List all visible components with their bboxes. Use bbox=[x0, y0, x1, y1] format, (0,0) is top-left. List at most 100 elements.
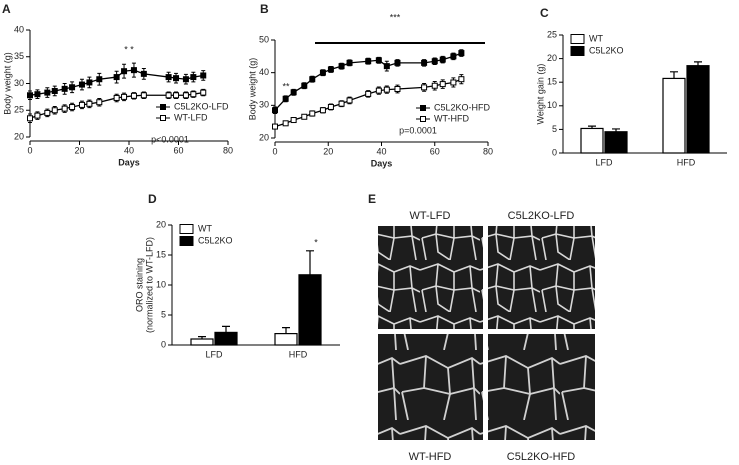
legend-swatch bbox=[570, 46, 585, 56]
legend-swatch bbox=[179, 236, 194, 246]
y-axis-label: Weight gain (g) bbox=[535, 64, 545, 125]
data-point bbox=[69, 84, 76, 91]
data-point bbox=[282, 120, 289, 127]
x-tick-label: 20 bbox=[323, 146, 333, 156]
legend-marker bbox=[160, 104, 166, 110]
micrograph bbox=[488, 334, 595, 440]
panel-letter: E bbox=[368, 192, 376, 206]
data-point bbox=[282, 95, 289, 102]
y-tick-label: 30 bbox=[14, 78, 24, 88]
legend-label: C5L2KO bbox=[589, 45, 624, 55]
annotation: * bbox=[314, 237, 318, 247]
error-bar bbox=[670, 71, 678, 79]
data-point bbox=[61, 105, 68, 112]
y-axis-label: Body weight (g) bbox=[2, 52, 12, 115]
micrograph-label: C5L2KO-HFD bbox=[507, 451, 576, 463]
legend-label: C5L2KO bbox=[198, 235, 233, 245]
y-tick-label: 20 bbox=[547, 53, 557, 63]
data-point bbox=[439, 56, 446, 63]
data-point bbox=[27, 92, 33, 99]
bar bbox=[190, 338, 214, 346]
data-point bbox=[375, 87, 382, 94]
data-point bbox=[383, 86, 390, 93]
x-axis-label: Days bbox=[118, 157, 140, 167]
data-point bbox=[365, 90, 372, 97]
x-axis-label: Days bbox=[371, 158, 393, 168]
micrograph-panel: E WT-LFD C5L2KO-LFD WT-HFD C5L2KO-HFD bbox=[368, 192, 595, 463]
y-tick-label: 25 bbox=[547, 29, 557, 39]
y-axis-label: ORO staining bbox=[134, 258, 144, 312]
y-tick-label: 5 bbox=[161, 309, 166, 319]
data-point bbox=[365, 58, 372, 65]
data-point bbox=[121, 93, 128, 100]
data-point bbox=[121, 68, 128, 75]
legend-marker bbox=[160, 115, 166, 121]
data-point bbox=[51, 87, 58, 94]
y-tick-label: 20 bbox=[14, 131, 24, 141]
bar bbox=[686, 65, 710, 154]
x-tick-label: LFD bbox=[205, 349, 223, 359]
legend-label: WT bbox=[198, 223, 212, 233]
y-tick-label: 10 bbox=[156, 279, 166, 289]
chart-panel: D 0 5 10 15 20 ORO staining (normalized to WT-L… bbox=[134, 192, 340, 359]
x-tick-label: 80 bbox=[223, 145, 233, 155]
legend-label: WT-LFD bbox=[174, 112, 208, 122]
y-tick-label: 30 bbox=[259, 100, 269, 110]
data-point bbox=[319, 69, 326, 76]
data-point bbox=[200, 72, 207, 79]
data-point bbox=[34, 112, 41, 119]
bar bbox=[298, 274, 322, 346]
legend-label: WT bbox=[589, 33, 603, 43]
x-tick-label: 0 bbox=[272, 146, 277, 156]
data-point bbox=[394, 86, 401, 92]
data-point bbox=[61, 85, 68, 92]
data-point bbox=[200, 89, 207, 96]
bar bbox=[662, 77, 686, 154]
data-point bbox=[272, 123, 278, 130]
legend-marker bbox=[420, 116, 426, 122]
panel-letter: C bbox=[540, 6, 549, 20]
data-point bbox=[96, 99, 103, 106]
y-tick-label: 15 bbox=[156, 249, 166, 259]
micrograph bbox=[378, 226, 483, 329]
data-point bbox=[450, 79, 457, 86]
data-point bbox=[173, 92, 180, 99]
data-point bbox=[182, 92, 189, 99]
y-tick-label: 15 bbox=[547, 77, 557, 87]
data-point bbox=[140, 70, 147, 77]
y-axis-label: (normalized to WT-LFD) bbox=[144, 237, 154, 333]
data-point bbox=[190, 74, 197, 81]
y-tick-label: 5 bbox=[552, 124, 557, 134]
micrograph-label: C5L2KO-LFD bbox=[508, 210, 575, 222]
data-point bbox=[309, 76, 316, 83]
micrograph-label: WT-LFD bbox=[410, 210, 451, 222]
y-tick-label: 0 bbox=[161, 339, 166, 349]
panel-letter: B bbox=[260, 2, 269, 16]
micrograph bbox=[378, 334, 483, 440]
annotation: ** bbox=[282, 81, 290, 91]
data-point bbox=[69, 104, 76, 111]
y-tick-label: 40 bbox=[259, 67, 269, 77]
data-point bbox=[421, 59, 428, 66]
data-point bbox=[96, 76, 103, 83]
error-bar bbox=[694, 61, 702, 66]
bar bbox=[580, 127, 604, 154]
x-tick-label: 20 bbox=[74, 145, 84, 155]
data-point bbox=[173, 75, 180, 82]
x-tick-label: HFD bbox=[677, 157, 696, 167]
data-point bbox=[458, 50, 465, 57]
data-point bbox=[86, 100, 93, 107]
legend-swatch bbox=[179, 224, 194, 234]
bar bbox=[214, 331, 238, 346]
legend-label: C5L2KO-HFD bbox=[434, 102, 491, 112]
y-tick-label: 0 bbox=[552, 147, 557, 157]
annotation: p<0.0001 bbox=[151, 134, 189, 144]
x-tick-label: 80 bbox=[483, 146, 493, 156]
data-point bbox=[78, 81, 85, 88]
data-point bbox=[301, 82, 308, 89]
data-point bbox=[290, 89, 297, 96]
data-point bbox=[431, 82, 438, 89]
